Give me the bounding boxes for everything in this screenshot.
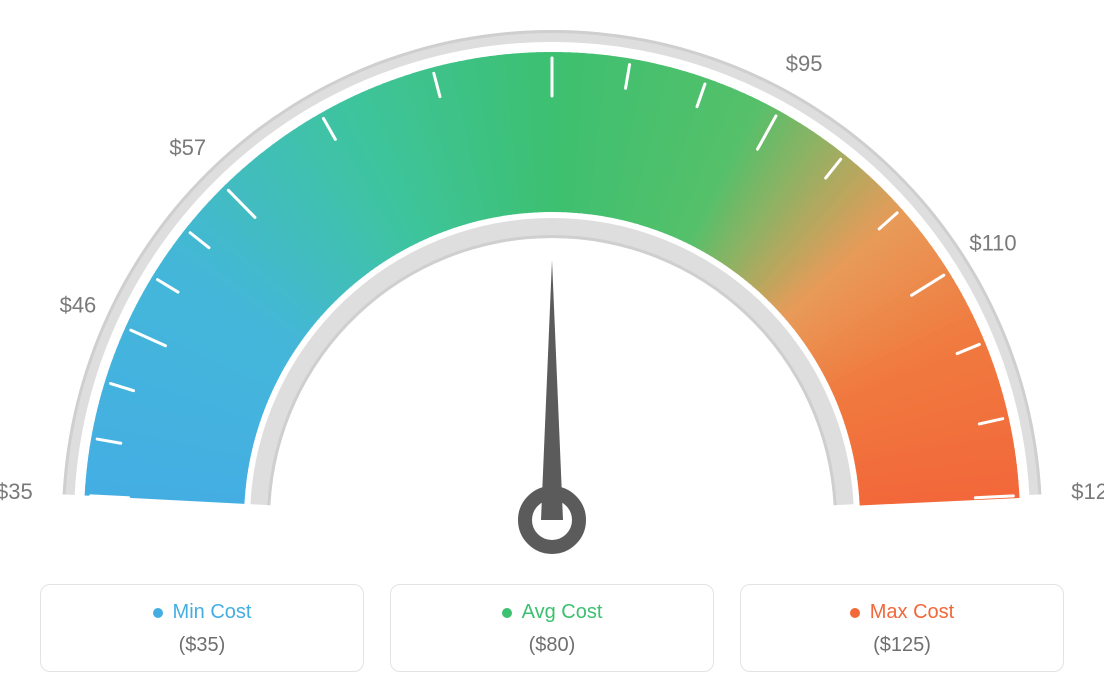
legend-min-value: ($35) xyxy=(51,634,353,657)
legend-max-title-row: Max Cost xyxy=(850,601,954,624)
tick-label: $125 xyxy=(1071,479,1104,504)
legend-min-title-row: Min Cost xyxy=(153,601,252,624)
legend-min-dot xyxy=(153,608,163,618)
gauge: $35$46$57$80$95$110$125 xyxy=(0,0,1104,580)
legend-avg-value: ($80) xyxy=(401,634,703,657)
tick-label: $46 xyxy=(60,292,97,317)
tick-label: $110 xyxy=(969,230,1016,255)
tick-label: $35 xyxy=(0,479,33,504)
legend-min-title: Min Cost xyxy=(173,601,252,624)
legend-max-card: Max Cost ($125) xyxy=(740,584,1064,672)
legend-avg-dot xyxy=(502,608,512,618)
legend-avg-card: Avg Cost ($80) xyxy=(390,584,714,672)
legend-avg-title: Avg Cost xyxy=(522,601,603,624)
legend-max-title: Max Cost xyxy=(870,601,954,624)
legend-max-dot xyxy=(850,608,860,618)
tick-label: $57 xyxy=(169,135,206,160)
legend-max-value: ($125) xyxy=(751,634,1053,657)
gauge-svg: $35$46$57$80$95$110$125 xyxy=(0,0,1104,580)
legend-avg-title-row: Avg Cost xyxy=(502,601,603,624)
chart-container: $35$46$57$80$95$110$125 Min Cost ($35) A… xyxy=(0,0,1104,690)
legend-min-card: Min Cost ($35) xyxy=(40,584,364,672)
legend-row: Min Cost ($35) Avg Cost ($80) Max Cost (… xyxy=(40,584,1064,672)
gauge-needle xyxy=(541,260,563,520)
tick-label: $95 xyxy=(786,51,823,76)
